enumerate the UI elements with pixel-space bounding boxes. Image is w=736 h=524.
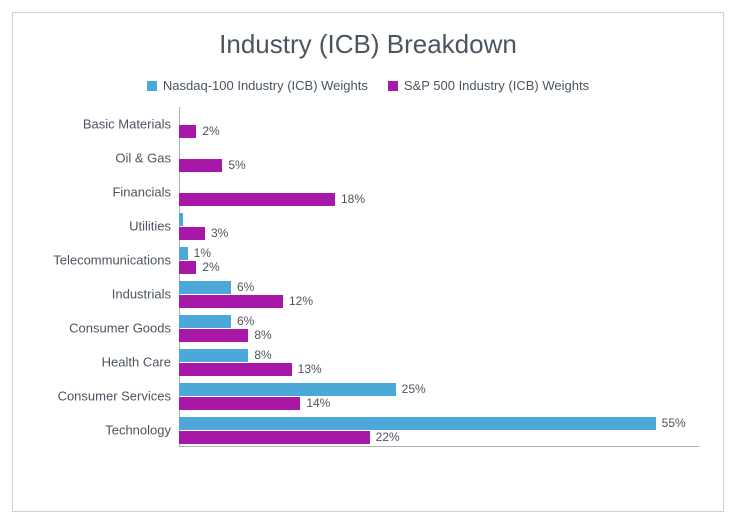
bar-wrap-nasdaq [179,179,699,192]
bar-label-sp500: 13% [298,362,322,376]
category-label: Health Care [37,355,179,370]
bar-label-sp500: 8% [254,328,271,342]
bar-nasdaq [179,349,248,362]
category-label: Consumer Services [37,389,179,404]
bar-wrap-sp500: 3% [179,227,699,240]
bar-label-sp500: 18% [341,192,365,206]
legend-swatch-nasdaq [147,81,157,91]
legend-label-nasdaq: Nasdaq-100 Industry (ICB) Weights [163,78,368,93]
chart-container: Industry (ICB) Breakdown Nasdaq-100 Indu… [12,12,724,512]
category-label: Basic Materials [37,117,179,132]
bar-nasdaq [179,213,183,226]
bar-nasdaq [179,281,231,294]
bar-label-nasdaq: 1% [194,246,211,260]
category-label: Utilities [37,219,179,234]
bar-wrap-nasdaq: 1% [179,247,699,260]
bar-sp500 [179,227,205,240]
category-label: Consumer Goods [37,321,179,336]
bar-sp500 [179,125,196,138]
bar-sp500 [179,261,196,274]
bar-label-nasdaq: 55% [662,416,686,430]
bar-label-sp500: 2% [202,124,219,138]
bar-sp500 [179,397,300,410]
bar-label-sp500: 3% [211,226,228,240]
bar-wrap-nasdaq: 25% [179,383,699,396]
bar-sp500 [179,159,222,172]
bar-label-sp500: 14% [306,396,330,410]
legend: Nasdaq-100 Industry (ICB) Weights S&P 50… [37,78,699,93]
category-row: Oil & Gas5% [179,141,699,175]
bar-wrap-nasdaq [179,213,699,226]
bar-wrap-nasdaq [179,145,699,158]
bar-label-nasdaq: 6% [237,314,254,328]
category-row: Consumer Services25%14% [179,379,699,413]
legend-swatch-sp500 [388,81,398,91]
bar-wrap-sp500: 8% [179,329,699,342]
bar-sp500 [179,295,283,308]
category-row: Consumer Goods6%8% [179,311,699,345]
bar-sp500 [179,193,335,206]
category-label: Technology [37,423,179,438]
bar-wrap-sp500: 12% [179,295,699,308]
category-label: Industrials [37,287,179,302]
legend-label-sp500: S&P 500 Industry (ICB) Weights [404,78,589,93]
bar-label-sp500: 12% [289,294,313,308]
bar-label-sp500: 5% [228,158,245,172]
bar-wrap-nasdaq: 55% [179,417,699,430]
bar-wrap-sp500: 2% [179,261,699,274]
category-label: Oil & Gas [37,151,179,166]
category-label: Telecommunications [37,253,179,268]
bar-sp500 [179,431,370,444]
legend-item-sp500: S&P 500 Industry (ICB) Weights [388,78,589,93]
category-row: Financials18% [179,175,699,209]
category-row: Telecommunications1%2% [179,243,699,277]
bar-label-sp500: 2% [202,260,219,274]
bar-wrap-nasdaq: 8% [179,349,699,362]
bar-nasdaq [179,417,656,430]
bar-wrap-sp500: 14% [179,397,699,410]
bar-wrap-sp500: 5% [179,159,699,172]
bar-wrap-sp500: 18% [179,193,699,206]
legend-item-nasdaq: Nasdaq-100 Industry (ICB) Weights [147,78,368,93]
bar-nasdaq [179,315,231,328]
category-row: Technology55%22% [179,413,699,447]
bar-sp500 [179,363,292,376]
plot-area: Basic Materials2%Oil & Gas5%Financials18… [179,107,699,447]
bar-wrap-sp500: 2% [179,125,699,138]
bar-label-nasdaq: 8% [254,348,271,362]
bar-nasdaq [179,383,396,396]
bar-wrap-nasdaq [179,111,699,124]
category-row: Industrials6%12% [179,277,699,311]
bar-wrap-nasdaq: 6% [179,281,699,294]
category-row: Utilities3% [179,209,699,243]
category-label: Financials [37,185,179,200]
bar-wrap-sp500: 22% [179,431,699,444]
category-row: Health Care8%13% [179,345,699,379]
bar-sp500 [179,329,248,342]
bar-label-nasdaq: 6% [237,280,254,294]
bar-label-sp500: 22% [376,430,400,444]
chart-title: Industry (ICB) Breakdown [37,29,699,60]
bar-label-nasdaq: 25% [402,382,426,396]
bar-wrap-nasdaq: 6% [179,315,699,328]
bar-wrap-sp500: 13% [179,363,699,376]
bar-nasdaq [179,247,188,260]
category-row: Basic Materials2% [179,107,699,141]
